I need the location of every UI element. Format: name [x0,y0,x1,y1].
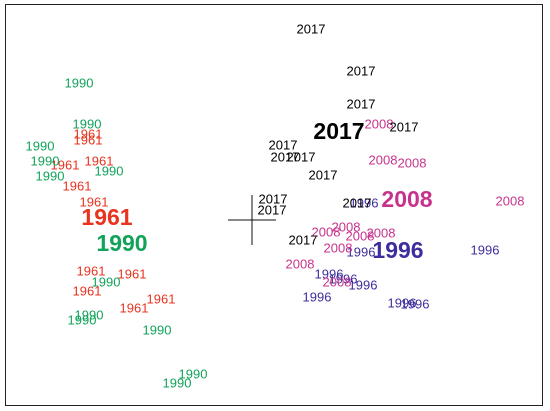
centroid-label-2008: 2008 [381,186,432,212]
point-label-1961-6: 1961 [77,264,106,279]
point-label-1990-8: 1990 [68,313,97,328]
point-label-2017-9: 2017 [258,203,287,218]
point-label-2008-6: 2008 [346,229,375,244]
point-label-1990-5: 1990 [95,164,124,179]
point-label-1996-5: 1996 [349,278,378,293]
point-label-2017-7: 2017 [309,168,338,183]
point-label-1990-6: 1990 [92,275,121,290]
point-label-1961-10: 1961 [120,301,149,316]
point-label-2008-8: 2008 [324,241,353,256]
point-label-1961-3: 1961 [51,158,80,173]
plot-frame [5,4,543,406]
centroid-label-2017: 2017 [313,118,364,144]
centroid-label-1961: 1961 [81,204,132,230]
point-label-2017-0: 2017 [297,22,326,37]
point-label-1990-1: 1990 [73,117,102,132]
point-label-2008-7: 2008 [367,226,396,241]
point-label-2017-2: 2017 [347,97,376,112]
point-label-1996-6: 1996 [303,290,332,305]
point-label-1990-4: 1990 [36,169,65,184]
point-label-2008-5: 2008 [312,225,341,240]
point-label-1996-3: 1996 [315,267,344,282]
point-label-1990-9: 1990 [143,323,172,338]
point-label-2017-3: 2017 [390,120,419,135]
point-label-2008-2: 2008 [398,156,427,171]
point-label-1961-2: 1961 [85,154,114,169]
point-label-1990-11: 1990 [163,376,192,391]
point-label-1996-2: 1996 [471,243,500,258]
point-label-2017-1: 2017 [347,64,376,79]
point-label-2017-10: 2017 [343,196,372,211]
point-label-1990-0: 1990 [65,76,94,91]
point-label-1961-0: 1961 [74,127,103,142]
point-label-2017-11: 2017 [289,233,318,248]
point-label-1990-7: 1990 [75,308,104,323]
point-label-1961-1: 1961 [74,133,103,148]
point-label-2008-9: 2008 [286,257,315,272]
point-label-2017-8: 2017 [259,192,288,207]
point-label-1961-9: 1961 [147,292,176,307]
point-label-2017-4: 2017 [269,138,298,153]
centroid-marker-layer [228,195,276,245]
centroid-label-1996: 1996 [372,237,423,263]
point-label-2017-5: 2017 [271,150,300,165]
point-label-1961-8: 1961 [73,284,102,299]
point-label-2008-10: 2008 [323,275,352,290]
point-label-1961-7: 1961 [118,267,147,282]
point-label-2017-6: 2017 [287,150,316,165]
point-label-1996-7: 1996 [388,296,417,311]
point-label-1961-4: 1961 [63,179,92,194]
point-label-1990-3: 1990 [31,154,60,169]
point-label-1996-0: 1996 [350,196,379,211]
centroid-label-1990: 1990 [96,230,147,256]
point-label-2008-0: 2008 [365,117,394,132]
point-label-1996-4: 1996 [329,272,358,287]
point-label-1996-1: 1996 [347,245,376,260]
point-label-2008-1: 2008 [369,153,398,168]
point-label-2008-4: 2008 [332,220,361,235]
point-label-1996-8: 1996 [401,297,430,312]
point-label-1990-2: 1990 [26,139,55,154]
point-label-1990-10: 1990 [179,367,208,382]
point-label-2008-3: 2008 [496,194,525,209]
point-label-1961-5: 1961 [80,195,109,210]
